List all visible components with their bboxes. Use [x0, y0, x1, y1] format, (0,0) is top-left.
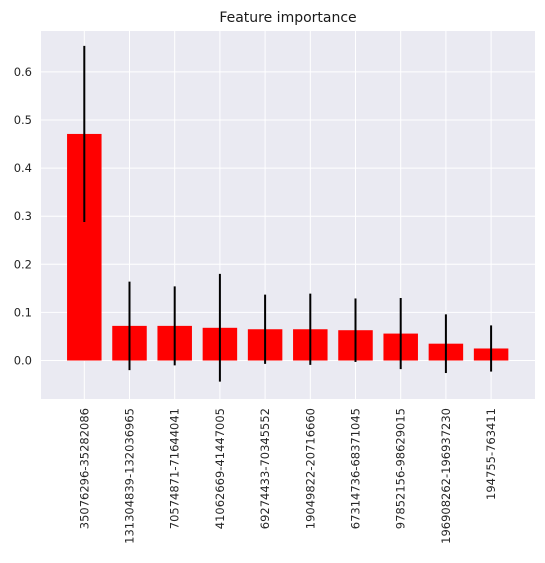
- y-axis-ticks: 0.0 0.1 0.2 0.3 0.4 0.5 0.6: [14, 65, 32, 368]
- x-tick-label: 41062669-41447005: [213, 408, 227, 529]
- y-tick-label: 0.4: [14, 161, 32, 175]
- error-bars: [83, 45, 493, 382]
- y-tick-label: 0.2: [14, 257, 32, 271]
- x-tick-label: 69274433-70345552: [258, 408, 272, 529]
- x-tick-label: 70574871-71644041: [168, 408, 182, 529]
- chart-title: Feature importance: [219, 10, 356, 26]
- x-tick-label: 67314736-68371045: [349, 408, 363, 529]
- x-tick-label: 35076296-35282086: [77, 408, 91, 529]
- y-tick-label: 0.0: [14, 354, 32, 368]
- y-tick-label: 0.1: [14, 305, 32, 319]
- x-tick-label: 196908262-196937230: [439, 408, 453, 544]
- y-tick-label: 0.5: [14, 113, 32, 127]
- x-tick-label: 131304839-132036965: [123, 408, 137, 544]
- x-axis-ticks: 35076296-35282086 131304839-132036965 7057…: [77, 408, 498, 544]
- y-tick-label: 0.3: [14, 209, 32, 223]
- y-tick-label: 0.6: [14, 65, 32, 79]
- x-tick-label: 19049822-20716660: [303, 408, 317, 529]
- x-tick-label: 194755-763411: [484, 408, 498, 500]
- x-tick-label: 97852156-98629015: [394, 408, 408, 529]
